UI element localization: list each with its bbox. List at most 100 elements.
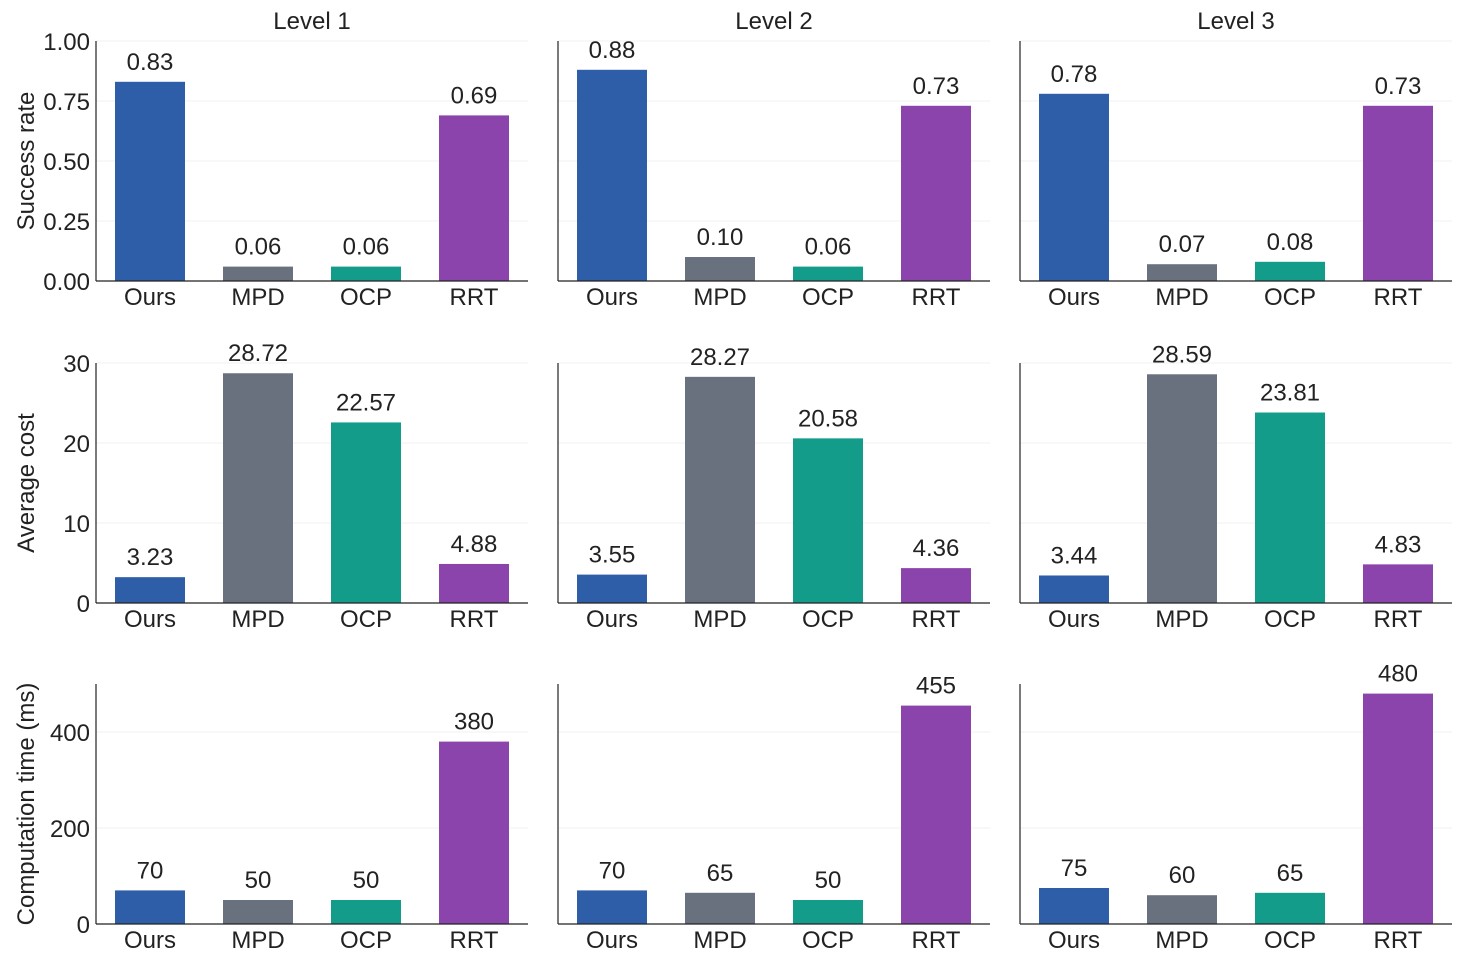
x-tick-label: OCP: [802, 927, 854, 954]
data-label: 0.07: [1159, 231, 1206, 258]
data-label: 0.10: [697, 224, 744, 251]
x-tick-label: MPD: [693, 927, 746, 954]
x-tick-label: MPD: [1155, 284, 1208, 311]
data-label: 20.58: [798, 405, 858, 432]
y-tick-label: 0.50: [43, 149, 90, 176]
bar-mpd: [223, 373, 293, 603]
data-label: 65: [707, 860, 734, 887]
bar-mpd: [685, 376, 755, 603]
y-tick-label: 10: [63, 511, 90, 538]
y-axis-label: Success rate: [13, 92, 40, 231]
data-label: 380: [454, 709, 494, 736]
bar-ours: [577, 69, 647, 281]
x-tick-label: RRT: [1374, 927, 1423, 954]
data-label: 455: [916, 673, 956, 700]
y-tick-label: 30: [63, 351, 90, 378]
bar-ocp: [331, 900, 401, 924]
bar-rrt: [901, 105, 971, 281]
data-label: 4.83: [1375, 531, 1422, 558]
bar-ours: [115, 81, 185, 281]
y-tick-label: 0: [77, 591, 90, 618]
x-tick-label: RRT: [912, 927, 961, 954]
data-label: 50: [353, 867, 380, 894]
bar-rrt: [901, 568, 971, 603]
x-tick-label: Ours: [586, 927, 638, 954]
bar-ocp: [331, 266, 401, 281]
bar-rrt: [901, 705, 971, 924]
bar-mpd: [223, 900, 293, 924]
data-label: 28.72: [228, 340, 288, 367]
x-tick-label: Ours: [124, 284, 176, 311]
x-tick-label: OCP: [340, 927, 392, 954]
data-label: 3.55: [589, 542, 636, 569]
data-label: 0.06: [805, 234, 852, 261]
data-label: 0.73: [1375, 73, 1422, 100]
x-tick-label: OCP: [802, 606, 854, 633]
y-tick-label: 0: [77, 912, 90, 939]
y-tick-label: 0.00: [43, 269, 90, 296]
y-tick-label: 0.75: [43, 89, 90, 116]
x-tick-label: Ours: [124, 927, 176, 954]
bar-mpd: [685, 892, 755, 924]
x-tick-label: MPD: [693, 606, 746, 633]
x-tick-label: RRT: [450, 927, 499, 954]
x-tick-label: Ours: [586, 606, 638, 633]
data-label: 0.06: [235, 234, 282, 261]
x-tick-label: Ours: [586, 284, 638, 311]
x-tick-label: MPD: [231, 606, 284, 633]
x-tick-label: RRT: [450, 284, 499, 311]
bar-ocp: [1255, 261, 1325, 281]
x-tick-label: OCP: [802, 284, 854, 311]
x-tick-label: RRT: [1374, 284, 1423, 311]
x-tick-label: RRT: [450, 606, 499, 633]
subplot-title: Level 3: [1197, 8, 1274, 35]
x-tick-label: Ours: [1048, 927, 1100, 954]
bar-ours: [1039, 888, 1109, 924]
x-tick-label: Ours: [124, 606, 176, 633]
data-label: 50: [245, 867, 272, 894]
x-tick-label: OCP: [1264, 927, 1316, 954]
bar-mpd: [685, 257, 755, 281]
bar-ours: [577, 890, 647, 924]
data-label: 22.57: [336, 389, 396, 416]
bar-mpd: [1147, 374, 1217, 603]
x-tick-label: MPD: [231, 284, 284, 311]
bar-ours: [1039, 575, 1109, 603]
data-label: 75: [1061, 855, 1088, 882]
bar-rrt: [439, 563, 509, 603]
data-label: 70: [137, 857, 164, 884]
bar-ours: [115, 577, 185, 603]
bar-ocp: [331, 422, 401, 603]
data-label: 28.27: [690, 344, 750, 371]
bar-rrt: [439, 741, 509, 924]
data-label: 28.59: [1152, 341, 1212, 368]
bar-ocp: [793, 900, 863, 924]
data-label: 50: [815, 867, 842, 894]
data-label: 0.06: [343, 234, 390, 261]
data-label: 0.83: [127, 49, 174, 76]
data-label: 0.78: [1051, 61, 1098, 88]
bar-ours: [1039, 93, 1109, 281]
subplot-title: Level 1: [273, 8, 350, 35]
bar-ocp: [1255, 412, 1325, 603]
bar-rrt: [1363, 693, 1433, 924]
y-tick-label: 200: [50, 816, 90, 843]
y-axis-label: Average cost: [13, 413, 40, 553]
x-tick-label: OCP: [340, 606, 392, 633]
y-tick-label: 1.00: [43, 29, 90, 56]
data-label: 0.88: [589, 37, 636, 64]
x-tick-label: Ours: [1048, 284, 1100, 311]
x-tick-label: MPD: [231, 927, 284, 954]
y-tick-label: 400: [50, 720, 90, 747]
data-label: 23.81: [1260, 380, 1320, 407]
y-axis-label: Computation time (ms): [13, 683, 40, 926]
bar-rrt: [439, 115, 509, 282]
bar-ours: [115, 890, 185, 924]
data-label: 0.69: [451, 82, 498, 109]
data-label: 4.88: [451, 531, 498, 558]
data-label: 3.44: [1051, 542, 1098, 569]
x-tick-label: OCP: [1264, 606, 1316, 633]
y-tick-label: 0.25: [43, 209, 90, 236]
bar-ocp: [1255, 892, 1325, 924]
